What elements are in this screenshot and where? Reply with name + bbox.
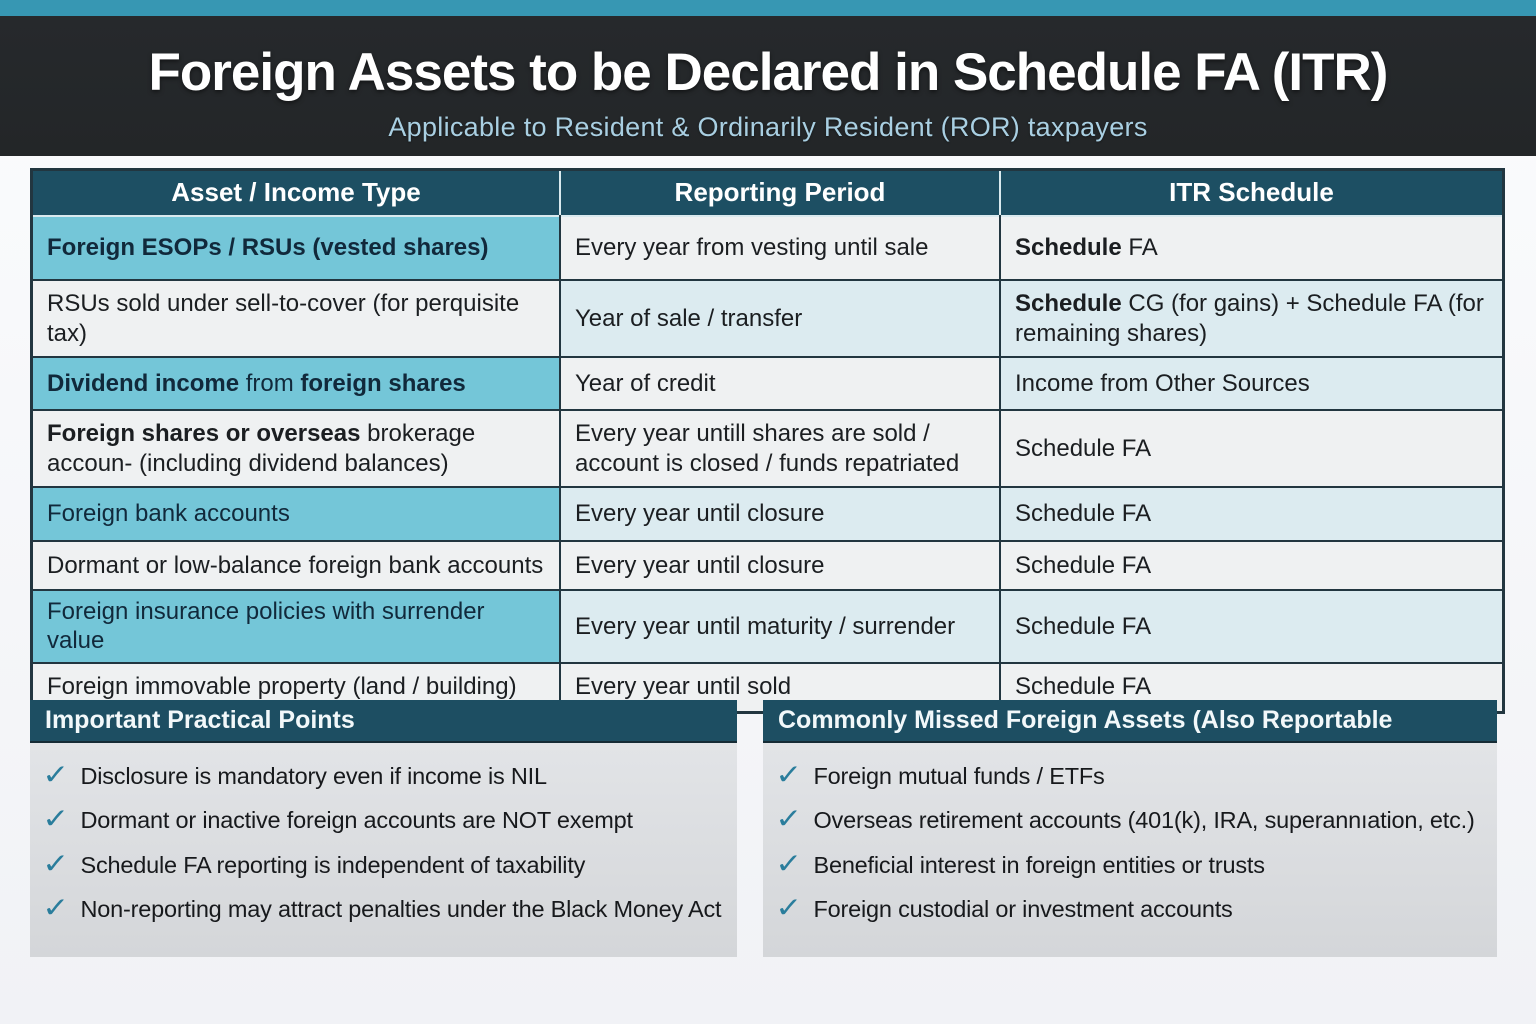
check-icon: ✓ [42,847,70,879]
cell-asset-row2: RSUs sold under sell-to-cover (for perqu… [33,281,559,356]
checklist-item-text: Non-reporting may attract penalties unde… [80,896,722,923]
check-icon: ✓ [42,803,70,835]
checklist-item-text: Schedule FA reporting is independent of … [80,851,586,878]
cell-schedule-row6: Schedule FA [1001,542,1502,589]
cell-asset-row7: Foreign insurance policies with surrende… [33,591,559,662]
checklist-item: ✓ Foreign custodial or investment account… [775,892,1485,924]
cell-period-row5: Every year until closure [561,488,999,540]
schedule-fa-table: Asset / Income Type Reporting Period ITR S… [30,168,1505,714]
cell-asset-row1: Foreign ESOPs / RSUs (vested shares) [33,217,559,279]
column-header-1: Reporting Period [561,171,999,215]
checklist-item-text: Overseas retirement accounts (401(k), IR… [813,807,1475,834]
checklist-item: ✓ Overseas retirement accounts (401(k), I… [775,803,1485,835]
check-icon: ✓ [42,759,70,790]
checklist-item: ✓ Beneficial interest in foreign entities… [775,847,1485,880]
practical-points-title: Important Practical Points [30,700,737,743]
column-header-0: Asset / Income Type [33,171,559,215]
cell-schedule-row7: Schedule FA [1001,591,1502,662]
checklist-item-text: Foreign mutual funds / ETFs [813,763,1105,789]
cell-schedule-row2: Schedule CG (for gains) + Schedule FA (f… [1001,281,1502,356]
cell-period-row6: Every year until closure [561,542,999,589]
top-accent-bar [0,0,1536,16]
check-icon: ✓ [42,892,70,924]
page-subtitle: Applicable to Resident & Ordinarily Resi… [388,112,1148,142]
column-header-2: ITR Schedule [1001,171,1502,215]
cell-asset-row5: Foreign bank accounts [33,488,559,540]
page-header: Foreign Assets to be Declared in Schedul… [0,16,1536,156]
checklist-item: ✓ Foreign mutual funds / ETFs [775,759,1485,791]
commonly-missed-list: ✓ Foreign mutual funds / ETFs ✓ Overseas re… [763,743,1497,957]
page-title: Foreign Assets to be Declared in Schedul… [148,43,1389,102]
commonly-missed-box: Commonly Missed Foreign Assets (Also Rep… [763,700,1497,957]
cell-schedule-row3: Income from Other Sources [1001,358,1502,409]
check-icon: ✓ [775,892,803,924]
cell-period-row4: Every year untill shares are sold / acco… [561,411,999,486]
cell-schedule-row4: Schedule FA [1001,411,1502,486]
checklist-item-text: Beneficial interest in foreign entities … [813,851,1265,878]
check-icon: ✓ [775,803,803,835]
cell-asset-row6: Dormant or low-balance foreign bank acco… [33,542,559,589]
checklist-item-text: Dormant or inactive foreign accounts are… [80,807,633,834]
checklist-item: ✓ Schedule FA reporting is independent of… [42,847,725,880]
practical-points-box: Important Practical Points ✓ Disclosure i… [30,700,737,957]
check-icon: ✓ [775,847,803,879]
cell-period-row3: Year of credit [561,358,999,409]
practical-points-list: ✓ Disclosure is mandatory even if income … [30,743,737,957]
checklist-item: ✓ Dormant or inactive foreign accounts ar… [42,803,725,835]
check-icon: ✓ [775,759,803,790]
commonly-missed-title: Commonly Missed Foreign Assets (Also Rep… [763,700,1497,743]
cell-period-row7: Every year until maturity / surrender [561,591,999,662]
cell-period-row2: Year of sale / transfer [561,281,999,356]
cell-schedule-row5: Schedule FA [1001,488,1502,540]
cell-asset-row3: Dividend income from foreign shares [33,358,559,409]
checklist-item: ✓ Non-reporting may attract penalties und… [42,892,725,924]
checklist-item-text: Disclosure is mandatory even if income i… [80,763,547,789]
cell-asset-row4: Foreign shares or overseas brokerage acc… [33,411,559,486]
cell-schedule-row1: Schedule FA [1001,217,1502,279]
cell-period-row1: Every year from vesting until sale [561,217,999,279]
checklist-item-text: Foreign custodial or investment accounts [813,896,1233,923]
checklist-item: ✓ Disclosure is mandatory even if income … [42,759,725,791]
